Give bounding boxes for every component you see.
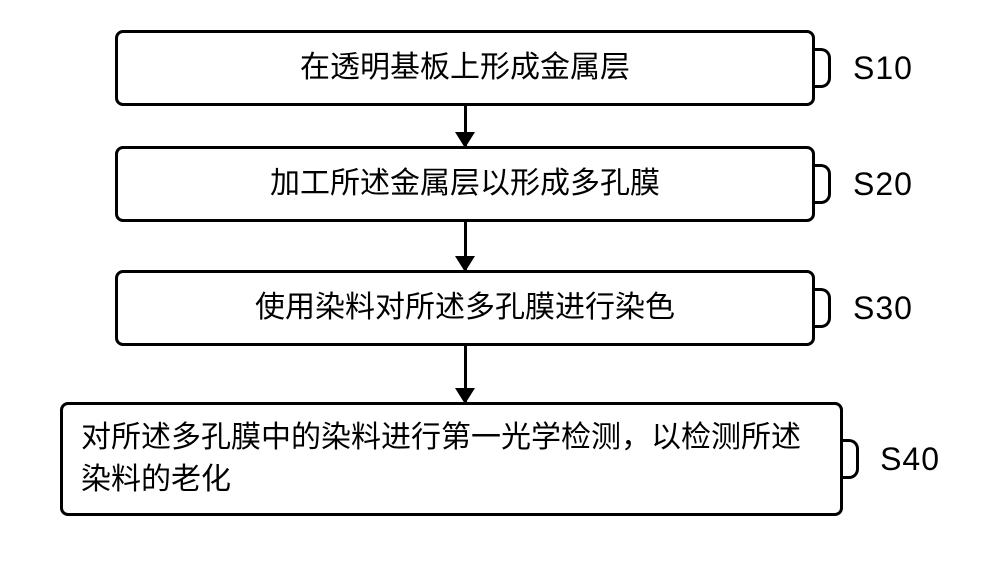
step-text-s10: 在透明基板上形成金属层 — [300, 47, 630, 89]
step-text-s40: 对所述多孔膜中的染料进行第一光学检测，以检测所述染料的老化 — [81, 417, 822, 501]
step-row-s30: 使用染料对所述多孔膜进行染色 S30 — [60, 270, 940, 346]
step-row-s10: 在透明基板上形成金属层 S10 — [60, 30, 940, 106]
step-box-s40: 对所述多孔膜中的染料进行第一光学检测，以检测所述染料的老化 — [60, 402, 843, 516]
arrow-icon — [464, 106, 467, 146]
arrow-icon — [464, 222, 467, 270]
step-label-s20: S20 — [853, 166, 913, 203]
step-label-s10: S10 — [853, 50, 913, 87]
step-row-s20: 加工所述金属层以形成多孔膜 S20 — [60, 146, 940, 222]
bracket-icon — [843, 439, 862, 479]
step-row-s40: 对所述多孔膜中的染料进行第一光学检测，以检测所述染料的老化 S40 — [60, 402, 940, 516]
step-label-s30: S30 — [853, 290, 913, 327]
step-box-s20: 加工所述金属层以形成多孔膜 — [115, 146, 815, 222]
arrow-s30-s40 — [115, 346, 815, 402]
step-label-s40: S40 — [880, 441, 940, 478]
flowchart-container: 在透明基板上形成金属层 S10 加工所述金属层以形成多孔膜 S20 使用染料对所… — [60, 30, 940, 516]
step-text-s20: 加工所述金属层以形成多孔膜 — [270, 163, 660, 205]
arrow-s20-s30 — [115, 222, 815, 270]
step-box-s10: 在透明基板上形成金属层 — [115, 30, 815, 106]
arrow-s10-s20 — [115, 106, 815, 146]
arrow-icon — [464, 346, 467, 402]
step-box-s30: 使用染料对所述多孔膜进行染色 — [115, 270, 815, 346]
bracket-icon — [815, 48, 835, 88]
bracket-icon — [815, 288, 835, 328]
step-text-s30: 使用染料对所述多孔膜进行染色 — [255, 287, 675, 329]
bracket-icon — [815, 164, 835, 204]
